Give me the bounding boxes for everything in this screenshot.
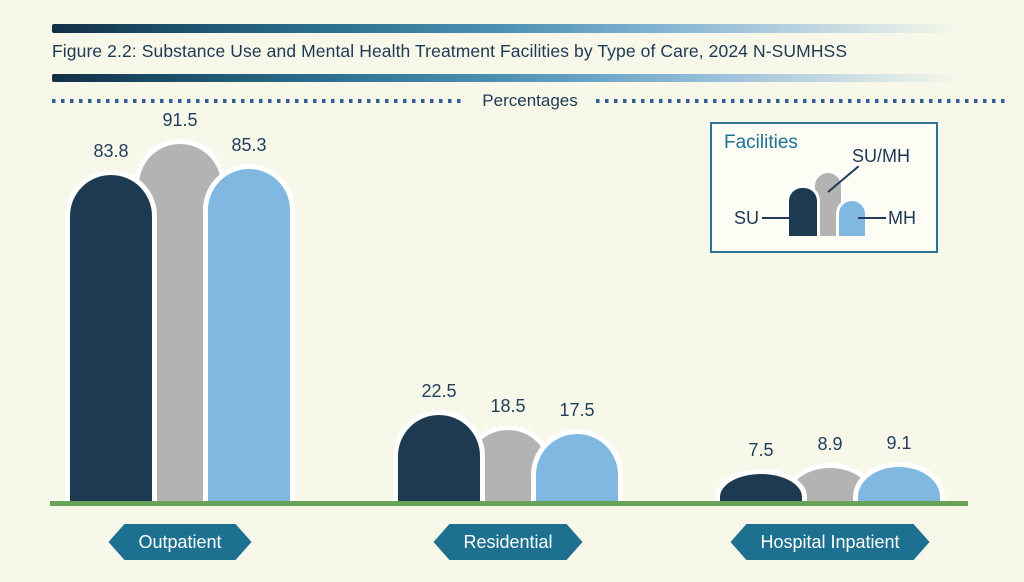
bar-value-mh-outpatient: 85.3 <box>231 135 267 155</box>
legend-label-su-mh: SU/MH <box>852 146 910 166</box>
bar-mh-residential <box>531 429 623 503</box>
legend: Facilities SU SU/MH MH <box>710 122 938 253</box>
bar-value-su-hospital-inpatient: 7.5 <box>748 440 774 460</box>
bar-su-hospital-inpatient <box>715 469 807 503</box>
header-gradient-rule-bottom <box>52 74 1008 82</box>
category-badge-residential: Residential <box>433 524 582 560</box>
bar-value-mh-residential: 17.5 <box>559 400 595 420</box>
bar-value-su-mh-hospital-inpatient: 8.9 <box>817 434 843 454</box>
dotted-leader-right <box>595 99 1009 103</box>
category-badge-hospital-inpatient: Hospital Inpatient <box>730 524 929 560</box>
bar-value-su-residential: 22.5 <box>421 381 457 401</box>
baseline-axis <box>50 501 968 506</box>
bar-su-outpatient <box>65 170 157 503</box>
bar-mh-outpatient <box>203 164 295 503</box>
legend-label-mh: MH <box>888 208 916 228</box>
figure-title: Figure 2.2: Substance Use and Mental Hea… <box>52 41 848 61</box>
legend-label-su: SU <box>734 208 760 228</box>
bar-value-mh-hospital-inpatient: 9.1 <box>886 433 912 453</box>
bar-value-su-mh-outpatient: 91.5 <box>162 110 198 130</box>
bar-value-su-outpatient: 83.8 <box>93 141 129 161</box>
axis-caption-row: Percentages <box>52 90 1009 112</box>
legend-swatch-su <box>786 185 820 236</box>
axis-caption: Percentages <box>482 91 578 110</box>
legend-callout-line-su <box>762 217 796 219</box>
bar-value-su-mh-residential: 18.5 <box>490 396 526 416</box>
bar-su-residential <box>393 410 485 503</box>
category-badge-outpatient: Outpatient <box>108 524 251 560</box>
bar-mh-hospital-inpatient <box>853 462 945 503</box>
legend-callout-line-mh <box>858 217 886 219</box>
dotted-leader-left <box>52 99 465 103</box>
header-gradient-rule-top <box>52 24 1008 33</box>
legend-title: Facilities <box>724 132 798 153</box>
